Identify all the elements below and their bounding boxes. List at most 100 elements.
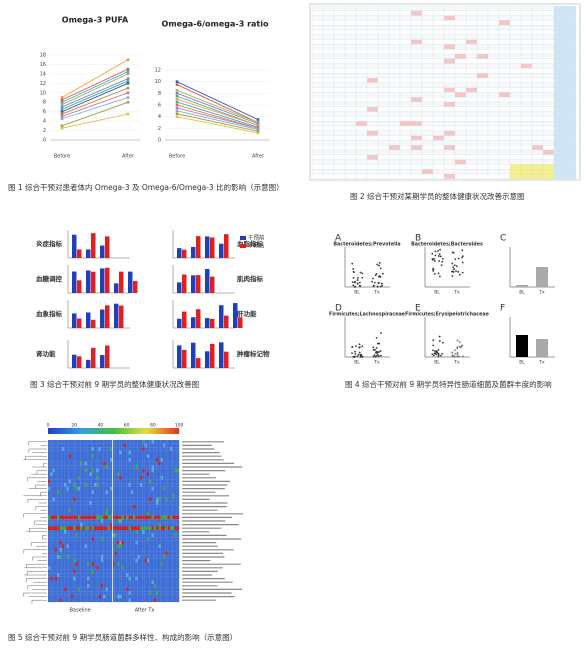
y-tick-label: 4 — [158, 114, 161, 120]
table-cell — [410, 111, 423, 117]
dot — [378, 282, 380, 285]
heat-cell — [142, 508, 145, 513]
heat-cell — [80, 587, 83, 592]
heat-cell — [167, 468, 170, 473]
heat-cell — [77, 472, 81, 477]
heat-cell — [100, 526, 104, 531]
heat-cell — [100, 566, 104, 570]
heat-cell — [71, 558, 74, 563]
heat-cell — [128, 458, 131, 462]
heat-cell — [59, 443, 62, 448]
table-cell — [377, 73, 390, 79]
table-cell — [465, 82, 478, 88]
heat-cell — [114, 483, 118, 487]
heat-cell — [110, 522, 113, 527]
heat-cell — [107, 591, 111, 595]
heat-cell — [50, 569, 53, 574]
point — [175, 97, 179, 101]
heat-cell — [50, 504, 53, 509]
heat-cell — [144, 501, 147, 505]
dot — [456, 339, 459, 342]
heat-cell — [87, 447, 90, 451]
heat-cell — [68, 486, 72, 491]
heat-cell — [80, 569, 83, 574]
point — [126, 100, 130, 104]
heat-cell — [172, 576, 175, 581]
heat-cell — [103, 458, 106, 462]
heat-cell — [114, 569, 118, 574]
bar — [119, 271, 124, 293]
heat-cell — [146, 540, 150, 545]
heat-cell — [153, 494, 157, 498]
heat-cell — [128, 479, 131, 484]
heat-cell — [96, 584, 99, 588]
heat-cell — [119, 573, 122, 577]
heat-cell — [77, 519, 81, 523]
table-cell — [322, 149, 335, 155]
heat-cell — [52, 587, 55, 592]
heat-cell — [121, 465, 124, 469]
table-cell — [564, 92, 577, 98]
table-cell — [476, 125, 489, 131]
heat-cell — [176, 450, 180, 455]
heat-cell — [110, 594, 113, 599]
heat-cell — [167, 562, 170, 567]
table-cell — [311, 159, 324, 165]
heat-cell — [144, 483, 147, 487]
heat-cell — [80, 483, 83, 487]
heat-cell — [61, 490, 65, 495]
heat-cell — [68, 465, 72, 469]
heat-cell — [137, 587, 141, 592]
heat-cell — [130, 533, 134, 538]
heat-cell — [144, 504, 147, 509]
heat-cell — [87, 548, 90, 552]
dot — [458, 341, 461, 343]
heat-cell — [77, 566, 81, 570]
heat-cell — [142, 555, 145, 559]
table-cell — [311, 140, 324, 146]
heat-cell — [84, 551, 88, 556]
dot — [432, 354, 435, 357]
heat-cell — [75, 512, 78, 516]
dot — [438, 340, 441, 342]
table-cell — [377, 77, 390, 83]
heat-cell — [98, 490, 101, 495]
table-cell — [520, 10, 533, 16]
heat-cell — [61, 548, 65, 552]
heat-cell — [137, 533, 141, 538]
point — [126, 79, 130, 83]
heat-cell — [172, 562, 175, 567]
heat-cell — [140, 558, 143, 563]
table-cell — [520, 29, 533, 35]
table-cell — [531, 82, 544, 88]
heat-cell — [110, 537, 113, 541]
table-cell — [399, 25, 412, 31]
heat-cell — [80, 566, 83, 570]
heat-cell — [160, 447, 164, 451]
dot — [359, 356, 362, 358]
heat-cell — [103, 533, 106, 538]
heat-cell — [158, 522, 161, 527]
group-label: BL — [434, 360, 440, 366]
bar — [100, 355, 105, 368]
table-cell — [553, 68, 566, 74]
heat-cell — [84, 515, 88, 520]
table-cell — [476, 68, 489, 74]
table-cell — [311, 49, 324, 55]
heat-cell — [142, 598, 145, 603]
heat-cell — [84, 483, 88, 487]
heat-cell — [100, 580, 104, 585]
table-cell — [311, 20, 324, 26]
heat-cell — [107, 476, 111, 480]
table-cell — [564, 159, 577, 165]
heat-cell — [114, 501, 118, 505]
heat-cell — [137, 486, 141, 491]
heat-cell — [91, 447, 95, 451]
table-cell — [542, 130, 555, 136]
heat-cell — [117, 562, 120, 567]
heat-cell — [174, 454, 177, 459]
heat-cell — [133, 591, 136, 595]
heat-cell — [160, 443, 164, 448]
group-label: Tx — [373, 290, 380, 296]
table-cell — [322, 29, 335, 35]
